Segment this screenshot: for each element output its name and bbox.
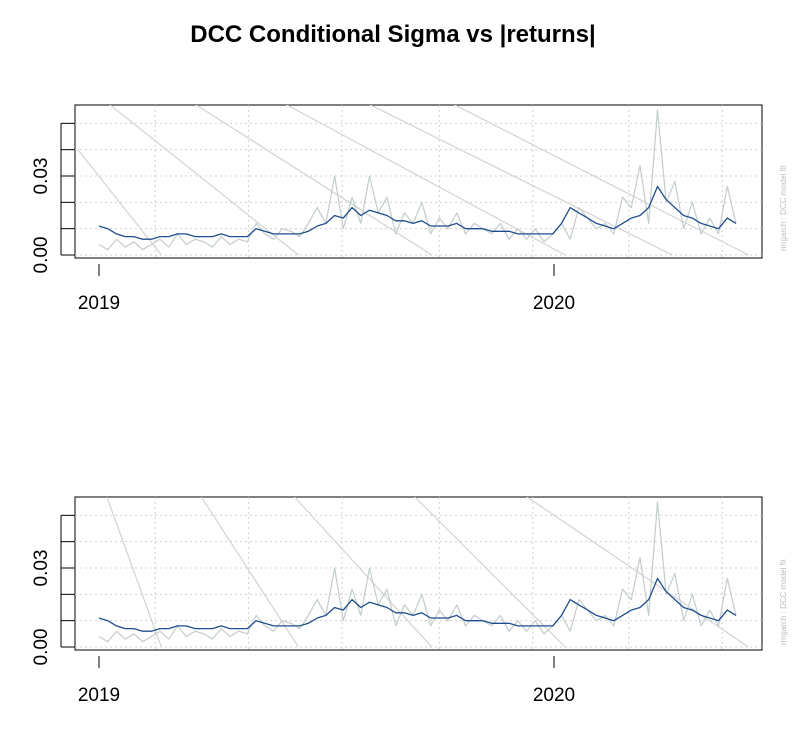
panel-2-overlay-line-0 <box>106 497 162 648</box>
panel-2-x-tick-label: 2020 <box>533 685 575 706</box>
panel-2: rmgarch : DCC model fit 0.00 0.03 2019 2020 <box>31 496 788 706</box>
chart-title: DCC Conditional Sigma vs |returns| <box>190 21 595 48</box>
panel-2-overlay-line-1 <box>200 497 299 648</box>
panel-1-x-tick-label: 2020 <box>533 293 575 314</box>
panel-1-overlay-line-0 <box>77 149 162 256</box>
panel-1-y-tick-label: 0.03 <box>31 158 52 195</box>
panel-1-series-abs_returns <box>98 109 737 251</box>
panel-2-y-tick-label: 0.03 <box>31 550 52 587</box>
panel-1-x-tick-label: 2019 <box>78 293 120 314</box>
panel-2-overlay-line-3 <box>414 497 566 648</box>
panel-2-y-tick-label: 0.00 <box>31 629 52 666</box>
panel-1-overlay-line-4 <box>369 105 673 256</box>
panel-1-overlay-line-2 <box>195 105 433 256</box>
panel-1: rmgarch : DCC model fit 0.00 0.03 2019 2020 <box>31 104 788 314</box>
panel-2-overlay-line-4 <box>526 497 749 648</box>
panel-1-y-tick-label: 0.00 <box>31 237 52 274</box>
panel-1-series-sigma <box>98 185 737 240</box>
panel-1-overlay-line-5 <box>453 105 749 256</box>
panel-1-overlay-line-3 <box>285 105 566 256</box>
panel-2-x-tick-label: 2019 <box>78 685 120 706</box>
panel-2-series-abs_returns <box>98 501 737 643</box>
panel-1-side-text: rmgarch : DCC model fit <box>779 164 788 251</box>
panel-2-side-text: rmgarch : DCC model fit <box>779 558 788 645</box>
panel-1-overlay-line-1 <box>109 105 299 256</box>
panel-2-series-sigma <box>98 577 737 632</box>
panel-2-overlay-line-2 <box>293 497 433 648</box>
panel-2-plot-frame <box>74 496 763 651</box>
panel-1-plot-frame <box>74 104 763 259</box>
